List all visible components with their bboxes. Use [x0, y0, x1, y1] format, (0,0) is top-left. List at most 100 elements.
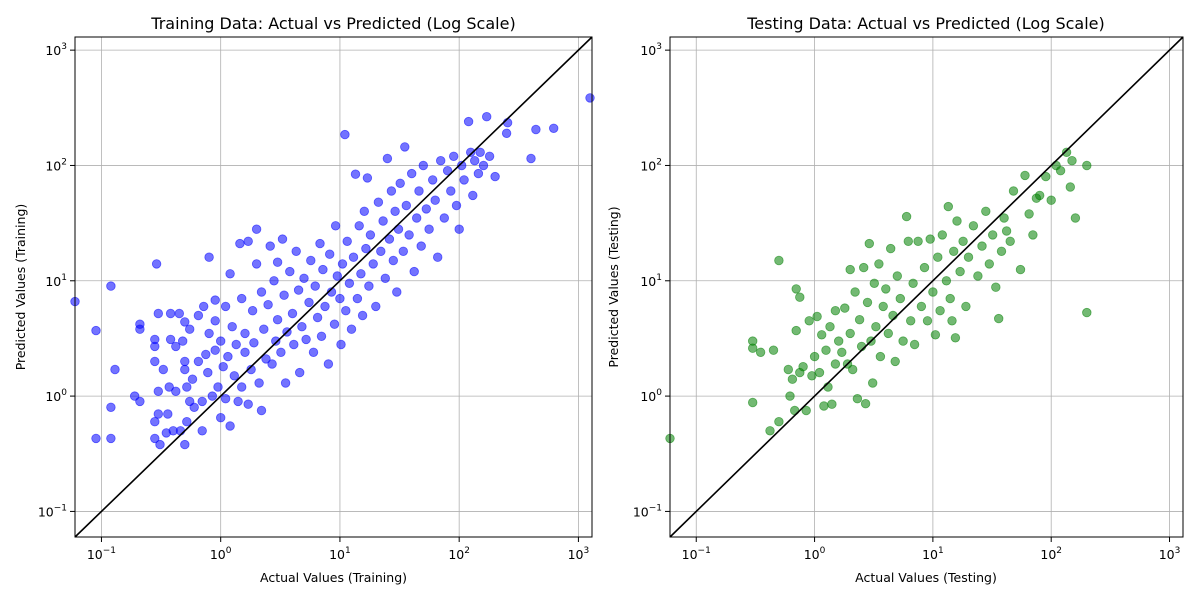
training-data-point: [243, 236, 253, 247]
testing-data-point: [845, 264, 855, 275]
testing-y-tick-label: 102: [640, 157, 662, 173]
testing-data-point: [945, 293, 955, 304]
training-data-point: [235, 238, 245, 249]
testing-data-point: [868, 378, 878, 388]
testing-data-point: [768, 345, 779, 355]
training-data-point: [421, 204, 432, 214]
training-data-point: [285, 266, 295, 277]
training-data-point: [342, 236, 352, 247]
training-data-point: [182, 382, 192, 392]
training-data-point: [348, 252, 359, 262]
training-data-point: [180, 439, 190, 450]
training-data-point: [289, 339, 299, 350]
testing-data-point: [933, 252, 943, 262]
training-data-point: [153, 308, 164, 319]
training-data-point: [466, 147, 476, 158]
training-data-point: [177, 336, 188, 346]
testing-data-point: [1034, 190, 1045, 201]
testing-data-point: [785, 391, 795, 401]
testing-x-tick-label: 101: [922, 546, 944, 562]
training-y-tick-label: 10−1: [38, 503, 67, 519]
testing-data-point: [888, 310, 898, 321]
training-data-point: [478, 160, 489, 171]
training-data-point: [549, 123, 559, 134]
testing-data-point: [886, 243, 896, 254]
training-data-point: [243, 399, 253, 409]
training-data-point: [189, 402, 199, 413]
training-data-point: [401, 200, 412, 211]
testing-plot-frame: [669, 36, 1184, 538]
training-data-point: [361, 243, 371, 254]
training-data-point: [164, 382, 174, 392]
testing-data-point: [919, 262, 930, 273]
training-data-point: [175, 426, 186, 436]
testing-data-point: [991, 282, 1001, 292]
training-data-point: [280, 378, 291, 388]
training-data-point: [439, 213, 450, 223]
testing-data-point: [949, 246, 959, 257]
training-data-point: [409, 266, 419, 277]
testing-data-point: [941, 276, 952, 286]
testing-data-point: [1024, 209, 1034, 219]
training-data-point: [390, 206, 400, 217]
testing-data-point: [890, 356, 900, 367]
training-data-point: [251, 224, 262, 234]
training-data-point: [210, 295, 220, 305]
testing-data-point: [895, 293, 906, 304]
training-data-point: [272, 257, 283, 267]
training-data-point: [384, 234, 395, 244]
testing-data-point: [830, 306, 841, 316]
testing-data-point: [854, 315, 865, 325]
testing-data-point: [903, 236, 914, 247]
training-data-point: [184, 324, 195, 334]
training-data-point: [301, 334, 311, 345]
training-data-point: [180, 317, 190, 327]
training-data-point: [308, 347, 319, 358]
testing-data-point: [943, 201, 954, 212]
training-data-point: [325, 249, 335, 259]
testing-chart: Testing Data: Actual vs Predicted (Log S…: [606, 14, 1184, 585]
testing-data-point: [787, 374, 798, 384]
testing-grid: [670, 37, 1183, 537]
training-data-point: [233, 396, 243, 407]
testing-data-point: [1001, 226, 1012, 236]
training-data-point: [180, 356, 190, 367]
training-plot-frame: [74, 36, 593, 538]
testing-data-point: [875, 351, 886, 362]
testing-data-point: [774, 417, 784, 427]
training-data-point: [416, 241, 426, 251]
testing-data-point: [908, 278, 918, 289]
testing-data-point: [1055, 165, 1066, 176]
training-data-point: [272, 315, 283, 325]
testing-data-point: [837, 347, 847, 358]
testing-data-point: [1028, 230, 1038, 240]
training-data-point: [418, 160, 429, 171]
training-data-point: [293, 285, 304, 295]
training-data-point: [215, 413, 226, 423]
training-data-point: [197, 426, 207, 436]
testing-data-point: [874, 259, 884, 269]
training-data-point: [261, 354, 271, 364]
testing-data-point: [906, 316, 916, 326]
training-data-point: [468, 190, 478, 201]
training-x-tick-label: 10−1: [87, 546, 116, 562]
training-data-point: [356, 269, 366, 279]
training-data-point: [473, 168, 484, 179]
training-data-point: [256, 405, 267, 416]
testing-data-point: [801, 405, 811, 416]
testing-data-point: [765, 426, 775, 436]
testing-data-point: [925, 234, 935, 244]
training-data-point: [341, 306, 351, 316]
testing-data-point: [883, 328, 894, 339]
testing-data-point: [1020, 170, 1030, 181]
testing-y-tick-label: 101: [640, 273, 662, 289]
training-data-point: [110, 364, 120, 375]
training-data-point: [336, 339, 346, 350]
testing-data-point: [996, 246, 1007, 257]
training-data-point: [236, 293, 247, 304]
testing-data-point: [950, 333, 961, 343]
training-data-point: [320, 301, 330, 312]
training-y-axis-label: Predicted Values (Training): [13, 204, 28, 371]
testing-y-tick-label: 10−1: [633, 503, 662, 519]
